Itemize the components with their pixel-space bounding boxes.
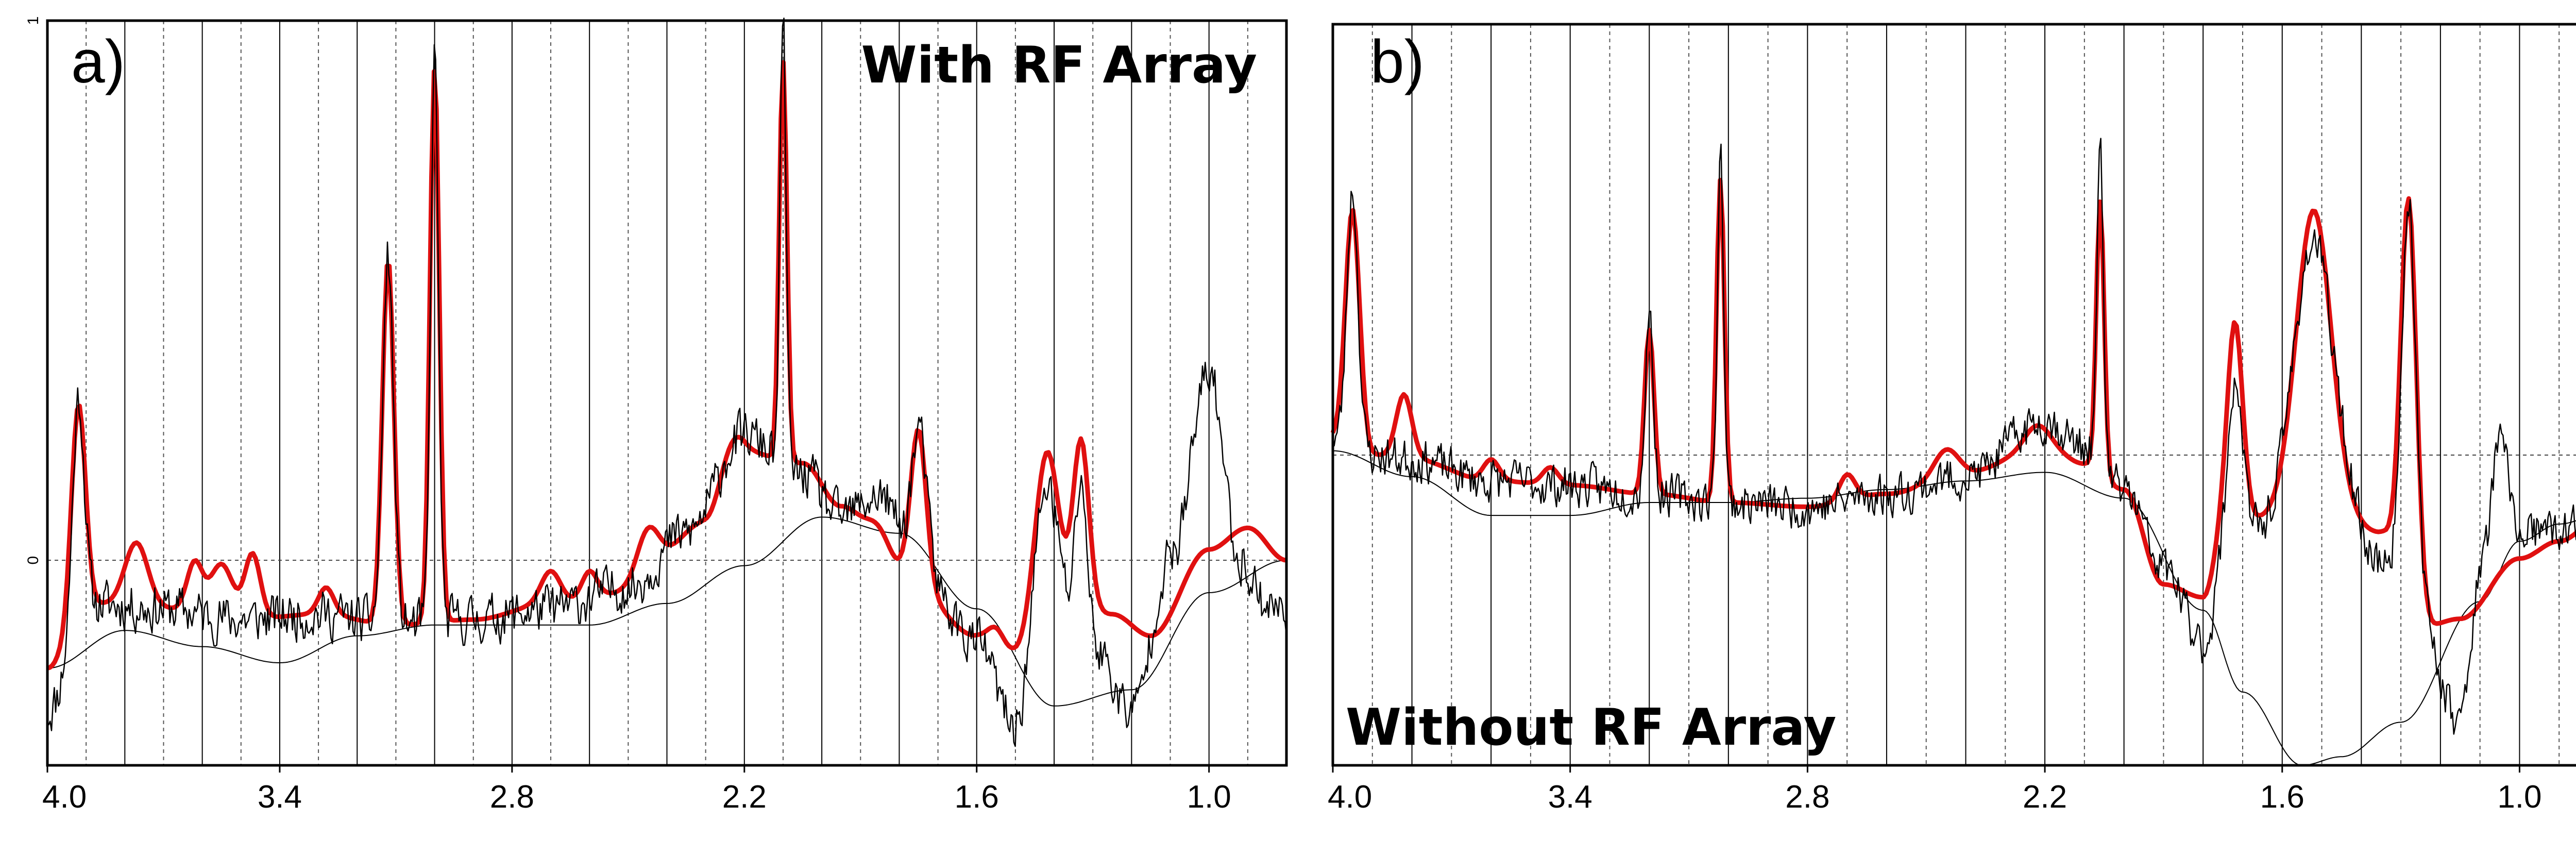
x-tick-label: 2.2 [2023, 779, 2067, 815]
y-tick-label: 0 [25, 556, 42, 565]
panel-b-frame [1331, 23, 2576, 767]
panel-a-y-ticks: 01 [25, 16, 42, 565]
panel-b-letter: b) [1370, 28, 1425, 96]
series-data [1332, 138, 2576, 735]
panel-a-title: With RF Array [861, 36, 1257, 95]
x-tick-label: 2.2 [722, 779, 767, 815]
x-tick-label: 3.4 [258, 779, 302, 815]
panel-a-letter: a) [71, 28, 125, 96]
x-tick-label: 4.0 [1328, 779, 1372, 815]
panel-a-grid [47, 21, 1286, 765]
series-fit [46, 60, 1287, 670]
panel-b-series [1330, 138, 2576, 766]
y-tick-label: 1 [25, 16, 42, 25]
x-tick-label: 1.0 [2497, 779, 2541, 815]
x-tick-label: 4.0 [42, 779, 87, 815]
panel-b: 4.0 3.4 2.8 2.2 1.6 1.0 b) Without RF Array [1328, 23, 2576, 815]
panel-a-frame [46, 19, 1288, 767]
series-fit [1330, 178, 2576, 626]
x-tick-label: 1.0 [1187, 779, 1231, 815]
series-baseline [1332, 450, 2576, 766]
panel-a: 4.0 3.4 2.8 2.2 1.6 1.0 01 a) With RF Array [25, 16, 1288, 815]
series-data [46, 18, 1287, 747]
x-tick-label: 2.8 [490, 779, 534, 815]
x-tick-label: 1.6 [955, 779, 999, 815]
panel-b-title: Without RF Array [1346, 698, 1836, 757]
x-tick-label: 1.6 [2260, 779, 2304, 815]
panel-a-x-ticks: 4.0 3.4 2.8 2.2 1.6 1.0 [42, 765, 1231, 815]
x-tick-label: 3.4 [1548, 779, 1592, 815]
x-tick-label: 2.8 [1785, 779, 1829, 815]
panel-a-series [46, 18, 1287, 747]
panel-b-x-ticks: 4.0 3.4 2.8 2.2 1.6 1.0 [1328, 765, 2542, 815]
series-baseline [47, 516, 1287, 707]
